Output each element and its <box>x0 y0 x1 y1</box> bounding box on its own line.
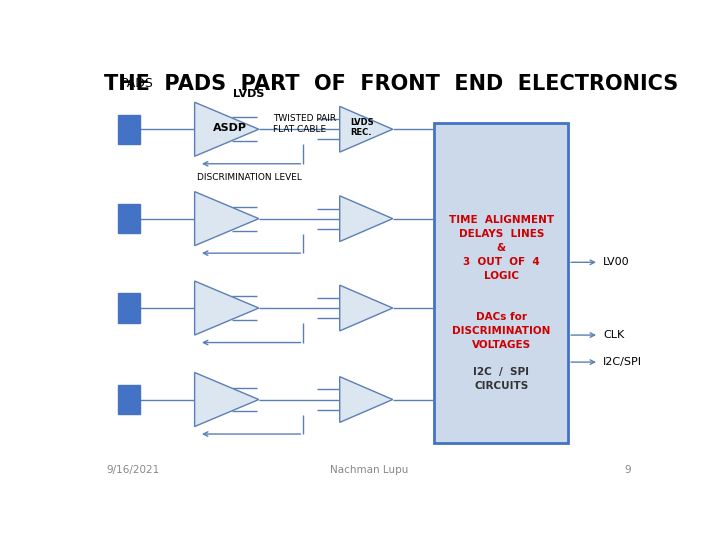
Text: TIME  ALIGNMENT
DELAYS  LINES
&
3  OUT  OF  4
LOGIC: TIME ALIGNMENT DELAYS LINES & 3 OUT OF 4… <box>449 215 554 281</box>
Polygon shape <box>194 192 258 246</box>
Bar <box>118 294 140 322</box>
Text: DACs for
DISCRIMINATION
VOLTAGES: DACs for DISCRIMINATION VOLTAGES <box>452 312 550 350</box>
Text: PADS: PADS <box>121 77 153 90</box>
Text: I2C  /  SPI
CIRCUITS: I2C / SPI CIRCUITS <box>473 367 529 391</box>
Text: 9/16/2021: 9/16/2021 <box>107 465 160 475</box>
Bar <box>434 123 568 443</box>
Text: I2C/SPI: I2C/SPI <box>603 357 642 367</box>
Text: THE  PADS  PART  OF  FRONT  END  ELECTRONICS: THE PADS PART OF FRONT END ELECTRONICS <box>104 73 678 93</box>
Polygon shape <box>194 102 258 156</box>
Text: 9: 9 <box>625 465 631 475</box>
Text: DISCRIMINATION LEVEL: DISCRIMINATION LEVEL <box>197 173 302 182</box>
Text: Nachman Lupu: Nachman Lupu <box>330 465 408 475</box>
Text: LVDS: LVDS <box>233 89 264 99</box>
Text: ASDP: ASDP <box>213 123 247 133</box>
Polygon shape <box>340 377 392 422</box>
Text: LV00: LV00 <box>603 257 630 267</box>
Polygon shape <box>194 281 258 335</box>
Bar <box>118 385 140 414</box>
Text: LVDS
REC.: LVDS REC. <box>351 118 374 137</box>
Polygon shape <box>340 106 392 152</box>
Text: CLK: CLK <box>603 330 625 340</box>
Bar <box>118 114 140 144</box>
Polygon shape <box>340 196 392 241</box>
Bar <box>118 204 140 233</box>
Text: TWISTED PAIR
FLAT CABLE: TWISTED PAIR FLAT CABLE <box>273 114 336 134</box>
Polygon shape <box>194 373 258 427</box>
Polygon shape <box>340 285 392 331</box>
